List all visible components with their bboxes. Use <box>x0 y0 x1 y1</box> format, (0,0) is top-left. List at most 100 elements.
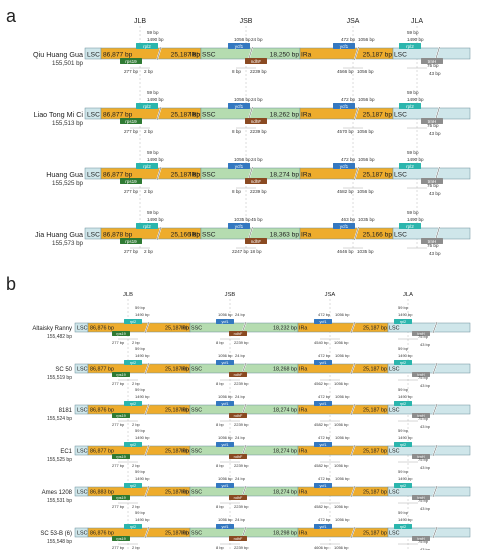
segment-length: 86,876 bp <box>90 408 114 414</box>
gene-ycf1-label: ycf1 <box>222 320 229 324</box>
bp-annotation: 4540 bp <box>314 340 329 345</box>
genome-size: 155,524 bp <box>47 416 72 422</box>
bp-annotation: 2239 bp <box>234 463 249 468</box>
bp-annotation: 2239 bp <box>250 189 267 194</box>
gene-trnh-label: trnH <box>417 496 424 500</box>
gene-trnh <box>412 413 430 418</box>
gene-ndhf-label: ndhF <box>251 59 262 64</box>
segment-label: IRb <box>190 52 201 59</box>
junction-label-jsa: JSA <box>325 292 336 298</box>
segment-label: IRb <box>181 490 189 496</box>
gene-ycf1 <box>314 524 332 529</box>
gene-ndhf <box>245 58 267 64</box>
segment-length: 25,187 bp <box>171 172 201 179</box>
bp-annotation: 1490 bp <box>407 157 424 162</box>
gene-rpl2 <box>124 360 142 365</box>
bp-annotation: 1490 bp <box>135 517 150 522</box>
bp-annotation: 59 bp <box>407 150 419 155</box>
bp-annotation: 1490 bp <box>407 97 424 102</box>
gene-trnh <box>412 536 430 541</box>
gene-ycf1 <box>314 483 332 488</box>
gene-rpl2 <box>394 360 412 365</box>
genome-size: 155,519 bp <box>47 375 72 381</box>
gene-rpl2-label: rpl2 <box>130 361 136 365</box>
break-mark <box>435 46 440 61</box>
bp-annotation: 75 bp <box>427 123 439 128</box>
bp-annotation: 2 bp <box>144 129 153 134</box>
segment-label: IRb <box>190 112 201 119</box>
bp-annotation: 1490 bp <box>147 217 164 222</box>
segment-label: IRb <box>181 367 189 373</box>
segment-label: IRa <box>299 408 307 414</box>
gene-ndhf-label: ndhF <box>251 119 262 124</box>
gene-rps19 <box>112 454 130 459</box>
bp-annotation: 1490 bp <box>398 517 413 522</box>
gene-ycf1 <box>228 43 250 49</box>
bp-annotation: 1056 bp <box>335 476 350 481</box>
segment-label: IRa <box>299 490 307 496</box>
bp-annotation: 43 bp <box>429 71 441 76</box>
bp-annotation: 4570 bp <box>337 129 354 134</box>
bp-annotation: 59 bp <box>407 30 419 35</box>
bp-annotation: 1056 bp <box>218 517 233 522</box>
segment-label: SSC <box>202 112 216 119</box>
bp-annotation: 277 bp <box>112 381 125 386</box>
bp-annotation: 75 bp <box>427 183 439 188</box>
region-lsc <box>387 404 471 415</box>
gene-ycf1-label: ycf1 <box>222 443 229 447</box>
gene-rpl2-label: rpl2 <box>406 44 414 49</box>
break-mark <box>432 526 438 539</box>
bp-annotation: 59 bp <box>398 305 409 310</box>
gene-ndhf <box>245 238 267 244</box>
break-mark <box>354 226 359 241</box>
bp-annotation: 2 bp <box>132 340 141 345</box>
gene-rpl2 <box>394 483 412 488</box>
segment-length: 25,187 bp <box>165 326 189 332</box>
gene-ycf1-label: ycf1 <box>320 320 327 324</box>
gene-ndhf <box>229 372 247 377</box>
bp-annotation: 2239 bp <box>234 504 249 509</box>
gene-ndhf-label: ndhF <box>234 332 243 336</box>
segment-length: 25,187 bp <box>171 52 201 59</box>
bp-annotation: 1035 bp <box>357 249 374 254</box>
gene-ycf1 <box>314 442 332 447</box>
gene-ycf1-label: ycf1 <box>320 361 327 365</box>
bp-annotation: 43 bp <box>429 251 441 256</box>
break-mark <box>354 166 359 181</box>
segment-length: 18,274 bp <box>273 490 297 496</box>
segment-length: 25,187 bp <box>363 449 387 455</box>
segment-label: IRb <box>181 326 189 332</box>
genome-name: SC 53-B (6) <box>40 531 72 537</box>
break-mark <box>435 226 440 241</box>
gene-ycf1-label: ycf1 <box>340 44 349 49</box>
segment-label: LSC <box>87 112 100 119</box>
segment-length: 86,876 bp <box>90 326 114 332</box>
gene-ycf1 <box>333 223 355 229</box>
break-mark <box>435 166 440 181</box>
bp-annotation: 277 bp <box>112 340 125 345</box>
break-mark <box>144 444 150 457</box>
gene-ycf1-label: ycf1 <box>320 443 327 447</box>
gene-ycf1 <box>228 163 250 169</box>
bp-annotation: 277 bp <box>124 189 138 194</box>
break-mark <box>350 362 356 375</box>
gene-ycf1 <box>333 43 355 49</box>
break-mark <box>432 444 438 457</box>
gene-rpl2-label: rpl2 <box>130 525 136 529</box>
segment-label: LSC <box>77 490 88 496</box>
genome-name: 8181 <box>59 408 73 414</box>
bp-annotation: 1056 bp <box>218 312 233 317</box>
segment-length: 86,877 bp <box>103 172 133 179</box>
break-mark <box>248 166 253 181</box>
segment-length: 25,187 bp <box>363 326 387 332</box>
bp-annotation: 277 bp <box>112 422 125 427</box>
gene-ycf1 <box>314 319 332 324</box>
bp-annotation: 1490 bp <box>135 476 150 481</box>
gene-ndhf-label: ndhF <box>234 455 243 459</box>
segment-label: LSC <box>87 172 100 179</box>
gene-rpl2 <box>124 524 142 529</box>
junction-label-jla: JLA <box>411 18 423 25</box>
gene-rpl2-label: rpl2 <box>130 320 136 324</box>
segment-length: 18,274 bp <box>273 408 297 414</box>
